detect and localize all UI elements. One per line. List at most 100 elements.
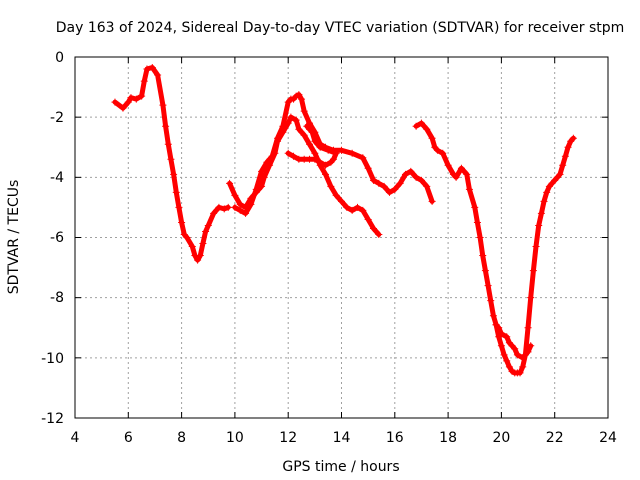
y-tick-label: 0 xyxy=(55,50,64,66)
data-point xyxy=(199,240,207,248)
data-point xyxy=(564,143,572,151)
data-point xyxy=(428,197,436,205)
x-tick-label: 24 xyxy=(599,430,617,446)
x-tick-label: 20 xyxy=(492,430,510,446)
data-point xyxy=(295,91,303,99)
plot-frame xyxy=(74,56,609,419)
data-point xyxy=(417,119,425,127)
data-point xyxy=(487,297,495,305)
data-series xyxy=(111,64,577,377)
data-point xyxy=(439,149,447,157)
data-point xyxy=(132,95,140,103)
data-point xyxy=(543,188,551,196)
y-tick-label: -4 xyxy=(50,170,64,186)
data-point xyxy=(224,203,232,211)
data-point xyxy=(527,294,535,302)
data-point xyxy=(274,134,282,142)
data-point xyxy=(188,243,196,251)
data-point xyxy=(300,131,308,139)
data-point xyxy=(476,234,484,241)
data-point xyxy=(162,122,170,130)
y-tick-label: -10 xyxy=(41,351,64,367)
data-point xyxy=(556,170,564,178)
data-point xyxy=(500,351,508,359)
data-point xyxy=(287,113,295,121)
data-point xyxy=(284,149,292,157)
data-point xyxy=(258,167,266,175)
data-point xyxy=(148,64,156,72)
data-point xyxy=(220,205,228,213)
data-point xyxy=(138,92,146,100)
data-point xyxy=(210,209,218,217)
data-point xyxy=(471,203,479,211)
x-tick-labels: 4 6 8 10 12 14 16 18 20 22 24 xyxy=(71,430,617,446)
series-line-arc-5 xyxy=(413,120,534,361)
data-point xyxy=(172,188,180,196)
y-tick-label: -2 xyxy=(50,110,64,126)
data-point xyxy=(183,234,191,241)
data-point xyxy=(111,98,119,106)
data-point xyxy=(559,161,567,169)
data-point xyxy=(401,170,409,178)
data-point xyxy=(484,282,492,290)
data-point xyxy=(348,206,356,214)
data-point xyxy=(492,321,500,329)
y-tick-labels: 0 -2 -4 -6 -8 -10 -12 xyxy=(41,50,64,427)
data-point xyxy=(306,140,314,148)
data-point xyxy=(481,267,489,275)
data-point xyxy=(380,182,388,190)
data-point xyxy=(292,116,300,124)
data-point xyxy=(167,155,175,163)
data-point xyxy=(364,164,372,172)
data-point xyxy=(316,158,324,166)
data-point xyxy=(396,179,404,187)
data-point xyxy=(332,149,340,157)
data-point xyxy=(202,227,210,235)
series-line-arc-3 xyxy=(232,92,435,216)
data-point xyxy=(348,149,356,157)
data-point xyxy=(226,179,234,187)
data-point xyxy=(412,122,420,130)
data-point xyxy=(236,200,244,208)
data-point xyxy=(412,173,420,181)
data-point xyxy=(311,149,319,157)
data-point xyxy=(495,333,503,341)
data-point xyxy=(535,221,543,229)
data-point xyxy=(519,363,527,371)
data-point xyxy=(298,95,306,103)
data-point xyxy=(175,203,183,211)
data-point xyxy=(516,369,524,377)
data-point xyxy=(316,143,324,151)
data-point xyxy=(327,182,335,190)
data-point xyxy=(204,221,212,229)
data-point xyxy=(375,179,383,187)
data-point xyxy=(252,185,260,193)
data-point xyxy=(452,173,460,181)
data-point xyxy=(119,104,127,112)
data-point xyxy=(231,191,239,199)
data-point xyxy=(529,267,537,275)
data-point xyxy=(457,164,465,172)
x-tick-label: 22 xyxy=(546,430,564,446)
data-point xyxy=(369,176,377,184)
data-point xyxy=(263,158,271,166)
data-point xyxy=(295,125,303,133)
data-point xyxy=(178,218,186,226)
data-point xyxy=(332,191,340,199)
data-point xyxy=(242,209,250,217)
data-point xyxy=(417,176,425,184)
data-point xyxy=(322,170,330,178)
x-tick-label: 18 xyxy=(439,430,457,446)
data-point xyxy=(170,170,178,178)
data-point xyxy=(359,206,367,214)
data-point xyxy=(338,146,345,154)
data-point xyxy=(236,206,244,214)
data-point xyxy=(569,134,577,142)
data-point xyxy=(375,230,383,238)
data-point xyxy=(311,155,319,163)
x-tick-label: 10 xyxy=(226,430,244,446)
data-point xyxy=(247,200,255,208)
data-point xyxy=(231,203,239,211)
data-point xyxy=(290,152,298,160)
grid-lines xyxy=(75,57,608,418)
